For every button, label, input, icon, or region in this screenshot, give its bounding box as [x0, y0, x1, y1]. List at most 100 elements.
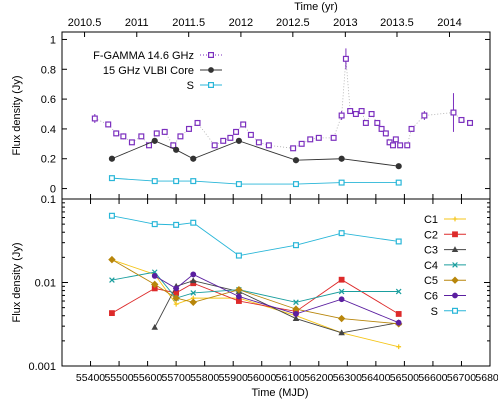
bottom-x-tick-label: 56600 — [418, 372, 447, 384]
legend-marker — [452, 292, 458, 299]
data-point — [404, 142, 411, 149]
bottom-y-tick-label: 0.001 — [28, 361, 56, 373]
top-y-tick-label: 0 — [50, 184, 56, 196]
data-point — [138, 133, 145, 140]
data-point — [235, 181, 242, 188]
data-point — [293, 311, 299, 317]
data-point — [227, 134, 234, 141]
year-tick-label: 2012.5 — [276, 17, 310, 29]
legend-label: 15 GHz VLBI Core — [103, 65, 194, 77]
legend-marker — [452, 262, 458, 268]
data-point — [338, 288, 345, 295]
data-point — [173, 146, 180, 153]
bottom-x-tick-label: 56500 — [390, 372, 419, 384]
top-legend: F-GAMMA 14.6 GHz 15 GHz VLBI Core S — [93, 50, 222, 92]
bottom-series-c3 — [151, 277, 402, 336]
data-point — [338, 276, 345, 283]
data-point — [397, 142, 404, 149]
data-point — [338, 112, 345, 119]
data-point — [395, 288, 402, 295]
data-point — [194, 119, 201, 126]
data-point — [233, 128, 240, 135]
legend-label: S — [187, 80, 194, 92]
year-tick-label: 2011 — [125, 17, 149, 29]
legend-label: C5 — [424, 275, 438, 287]
top-series-line — [94, 58, 471, 149]
data-point — [91, 115, 98, 122]
data-point — [392, 136, 399, 143]
bottom-series-c6 — [151, 271, 402, 326]
data-point — [265, 142, 272, 149]
legend-marker — [452, 231, 458, 238]
bottom-x-tick-label: 55900 — [219, 372, 248, 384]
data-point — [153, 130, 160, 137]
legend-label: F-GAMMA 14.6 GHz — [93, 50, 194, 62]
year-tick-label: 2013 — [333, 17, 357, 29]
bottom-panel: 0.001 0.01 0.1 55400 55500 55600 55700 55800 559… — [11, 194, 498, 399]
series-line — [154, 280, 399, 334]
data-point — [368, 111, 375, 118]
data-point — [108, 175, 115, 182]
data-point — [173, 221, 180, 228]
legend-marker — [208, 81, 215, 88]
legend-marker — [452, 307, 459, 314]
data-point — [315, 134, 322, 141]
data-point — [105, 121, 112, 128]
data-point — [378, 125, 385, 132]
year-tick-label: 2013.5 — [380, 17, 414, 29]
top-series-2 — [108, 175, 402, 188]
legend-label: C1 — [424, 214, 438, 226]
data-point — [298, 140, 305, 147]
data-point — [395, 319, 402, 326]
data-point — [190, 155, 197, 162]
bottom-x-tick-label: 55400 — [76, 372, 105, 384]
bottom-x-axis-label: Time (MJD) — [251, 387, 308, 399]
data-point — [337, 314, 346, 323]
data-point — [236, 293, 242, 300]
top-series-line — [111, 177, 399, 185]
data-point — [190, 219, 197, 226]
top-y-tick-label: 0.6 — [41, 94, 56, 106]
top-y-tick-label: 1 — [50, 34, 56, 46]
data-point — [338, 230, 345, 237]
data-point — [190, 178, 197, 185]
legend-marker — [208, 51, 215, 58]
bottom-x-tick-label: 55800 — [190, 372, 219, 384]
top-panel: 0 0.2 0.4 0.6 0.8 1 2010.5 2011 2011.5 2012 2012.5… — [11, 1, 491, 200]
data-point — [189, 298, 197, 306]
data-point — [120, 133, 127, 140]
bottom-x-tick-label: 56300 — [333, 372, 362, 384]
data-point — [292, 157, 300, 164]
data-point — [128, 139, 135, 146]
top-series-0 — [91, 48, 474, 152]
bottom-y-axis-label: Flux density (Jy) — [11, 242, 23, 322]
bottom-series-s — [108, 212, 402, 259]
data-point — [190, 277, 197, 284]
data-point — [362, 119, 369, 126]
series-line — [111, 271, 399, 303]
legend-label: C4 — [424, 260, 438, 272]
year-tick-label: 2010.5 — [68, 17, 102, 29]
data-point — [211, 142, 218, 149]
data-point — [358, 108, 365, 115]
top-axis-title: Time (yr) — [294, 1, 338, 13]
data-point — [113, 130, 120, 137]
data-point — [408, 125, 415, 132]
data-point — [389, 142, 396, 149]
data-point — [458, 116, 465, 123]
data-point — [467, 119, 474, 126]
bottom-x-tick-label: 55700 — [162, 372, 191, 384]
data-point — [108, 255, 116, 264]
legend-marker — [451, 246, 459, 253]
data-point — [292, 242, 299, 249]
data-point — [338, 155, 345, 162]
bottom-series-c2 — [109, 276, 402, 317]
data-point — [352, 111, 359, 118]
year-tick-label: 2014 — [437, 17, 461, 29]
legend-label: C3 — [424, 245, 438, 257]
series-line — [111, 215, 399, 257]
top-y-tick-label: 0.2 — [41, 154, 56, 166]
bottom-x-tick-label: 56700 — [447, 372, 476, 384]
